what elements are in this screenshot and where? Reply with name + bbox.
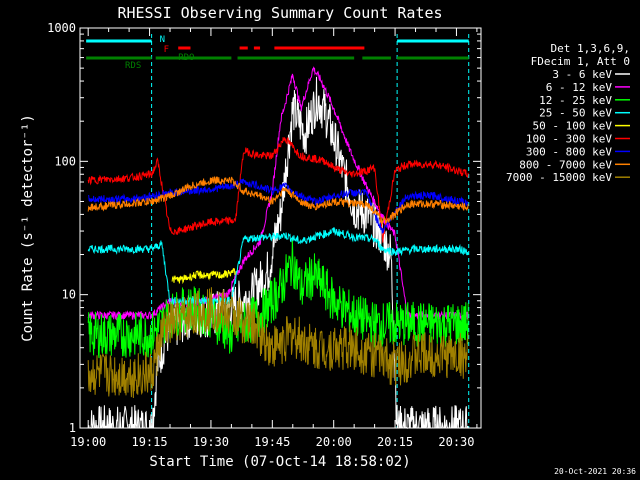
- plot-frame: [79, 27, 482, 429]
- legend-label: 100 - 300 keV: [526, 133, 612, 146]
- y-axis-label: Count Rate (s⁻¹ detector⁻¹): [20, 114, 36, 342]
- legend-header: Det 1,3,6,9,: [551, 42, 630, 55]
- legend-header: FDecim 1, Att 0: [531, 55, 630, 68]
- series-line-7: [87, 175, 469, 225]
- legend-label: 12 - 25 keV: [539, 94, 612, 107]
- flag-label-rdo: RDO: [178, 53, 194, 63]
- x-tick-label: 20:15: [377, 435, 413, 449]
- flag-label-f: F: [164, 45, 169, 55]
- legend-label: 6 - 12 keV: [546, 81, 613, 94]
- chart-title: RHESSI Observing Summary Count Rates: [117, 4, 442, 22]
- x-tick-label: 20:00: [316, 435, 352, 449]
- series-line-5: [87, 137, 469, 243]
- series-line-1: [87, 66, 469, 321]
- flag-label-n: N: [160, 35, 165, 45]
- flag-label-rds: RDS: [125, 61, 141, 71]
- series-line-4: [171, 268, 236, 285]
- y-tick-label: 10: [62, 288, 76, 302]
- x-tick-label: 19:00: [70, 435, 106, 449]
- x-tick-label: 19:30: [193, 435, 229, 449]
- legend-label: 50 - 100 keV: [533, 120, 613, 133]
- series-line-2: [87, 238, 469, 359]
- y-tick-label: 1: [69, 421, 76, 435]
- series-line-6: [88, 178, 469, 234]
- x-tick-label: 20:30: [438, 435, 474, 449]
- legend-label: 800 - 7000 keV: [519, 158, 612, 171]
- series-line-3: [87, 227, 469, 306]
- legend-label: 25 - 50 keV: [539, 107, 612, 120]
- y-tick-label: 1000: [47, 21, 76, 35]
- series-line-8: [87, 287, 469, 399]
- legend-label: 300 - 800 keV: [526, 145, 612, 158]
- y-tick-label: 100: [54, 154, 76, 168]
- legend-label: 3 - 6 keV: [552, 68, 612, 81]
- x-tick-label: 19:45: [254, 435, 290, 449]
- x-axis-label: Start Time (07-Oct-14 18:58:02): [149, 454, 410, 470]
- timestamp-footer: 20-Oct-2021 20:36: [554, 467, 636, 476]
- x-tick-label: 19:15: [131, 435, 167, 449]
- legend-label: 7000 - 15000 keV: [506, 171, 612, 184]
